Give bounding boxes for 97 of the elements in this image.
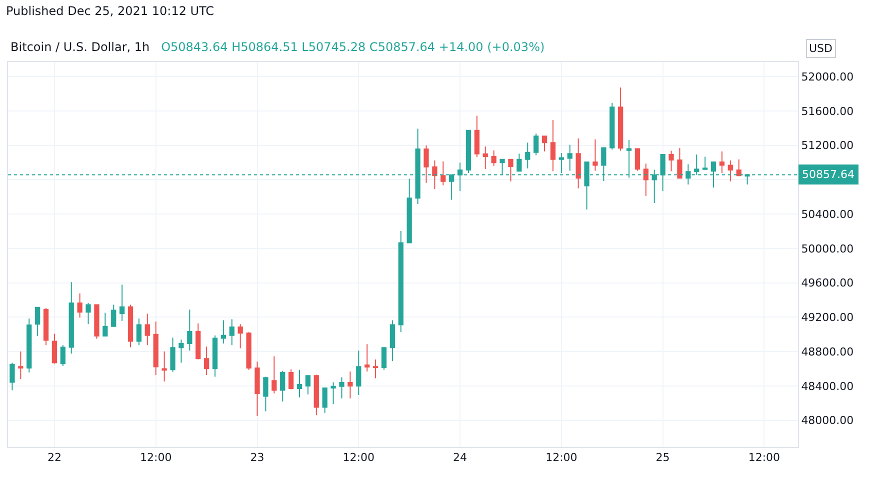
candlestick <box>212 334 218 378</box>
candlestick <box>196 322 201 360</box>
y-tick-label: 49200.00 <box>801 311 854 324</box>
chart-title: Bitcoin / U.S. Dollar, 1h <box>10 40 150 54</box>
candlestick <box>474 115 480 158</box>
candlestick <box>26 318 32 373</box>
x-tick-label: 12:00 <box>748 451 780 464</box>
candlestick <box>94 304 100 340</box>
candlestick <box>339 376 344 399</box>
candlestick <box>86 302 91 325</box>
candlestick <box>491 150 496 166</box>
candlestick <box>364 344 370 372</box>
candlestick <box>348 370 353 399</box>
candlestick <box>68 282 74 354</box>
candlestick <box>466 130 472 174</box>
candlestick <box>136 318 142 346</box>
candlestick <box>592 138 598 172</box>
candlestick <box>280 370 286 402</box>
candlestick <box>220 320 226 344</box>
y-tick-label: 48800.00 <box>801 345 854 358</box>
candlestick <box>736 158 742 177</box>
candlestick <box>432 160 438 190</box>
candlestick <box>162 351 167 382</box>
candlestick <box>634 148 640 172</box>
x-tick-label: 24 <box>453 451 468 464</box>
x-tick-label: 12:00 <box>140 451 172 464</box>
candlestick <box>381 347 387 370</box>
candlestick <box>330 382 336 405</box>
y-tick-label: 51200.00 <box>801 139 854 152</box>
candlestick <box>618 86 624 152</box>
candlestick <box>534 133 539 156</box>
candlestick <box>43 307 49 346</box>
candlestick <box>187 309 192 352</box>
candlestick <box>576 138 581 189</box>
chart-subtitle: O50843.64 H50864.51 L50745.28 C50857.64 +14.00 (+0.03%) <box>161 40 545 54</box>
y-tick-label: 52000.00 <box>801 70 854 84</box>
candlestick <box>372 359 378 379</box>
candlestick <box>356 350 362 396</box>
candlestick <box>440 160 446 186</box>
candlestick <box>314 374 319 416</box>
candlestick <box>508 158 514 182</box>
candlestick <box>525 142 530 169</box>
candlestick <box>424 144 429 184</box>
candlestick <box>77 292 82 318</box>
candlestick <box>170 337 176 372</box>
candlestick <box>246 332 252 370</box>
y-tick-label: 50400.00 <box>801 208 854 221</box>
candlestick <box>305 375 311 395</box>
candlestick <box>516 153 522 172</box>
candlestick <box>10 362 15 391</box>
candlestick <box>719 150 725 174</box>
ref-line-label: 50857.64 <box>802 168 854 181</box>
candlestick <box>550 120 556 172</box>
candlestick <box>728 160 733 182</box>
text: Published Dec 25, 2021 10:12 UTC <box>6 4 214 18</box>
candlestick <box>229 318 234 346</box>
candlestick <box>111 304 116 327</box>
candlestick <box>35 306 40 336</box>
x-tick-label: 12:00 <box>546 451 578 464</box>
candlestick <box>238 324 243 349</box>
y-tick-label: 49600.00 <box>801 276 854 290</box>
candlestick <box>204 346 210 376</box>
candlestick <box>60 344 66 366</box>
candlestick <box>153 320 158 376</box>
candlestick <box>668 150 674 172</box>
candlestick <box>677 148 682 179</box>
candlestick <box>288 368 294 390</box>
candlestick <box>406 178 412 244</box>
candlestick <box>263 376 268 412</box>
candlestick <box>119 284 125 322</box>
y-tick-label: 48000.00 <box>801 414 854 428</box>
y-tick-label: 48400.00 <box>801 380 854 393</box>
candlestick <box>18 351 24 380</box>
candlestick <box>390 320 396 362</box>
x-tick-label: 22 <box>47 451 62 464</box>
candlestick <box>144 313 150 346</box>
candlestick <box>296 369 302 398</box>
candlestick <box>542 136 548 152</box>
candlestick <box>610 102 615 150</box>
candlestick <box>567 144 572 172</box>
candlestick <box>398 230 404 333</box>
text: USD <box>809 42 833 55</box>
candlestick <box>702 156 708 170</box>
candlestick <box>322 387 328 414</box>
x-tick-label: 12:00 <box>342 451 374 464</box>
x-tick-label: 25 <box>656 451 670 464</box>
candlestick <box>254 361 260 417</box>
candlestick <box>52 333 58 364</box>
x-tick-label: 23 <box>250 451 264 464</box>
candlestick <box>272 356 277 394</box>
candlestick <box>128 304 134 348</box>
candlestick <box>178 339 184 364</box>
y-tick-label: 51600.00 <box>801 104 854 118</box>
candlestick <box>482 146 488 170</box>
candlestick <box>102 312 108 337</box>
y-tick-label: 50000.00 <box>801 242 854 256</box>
candlestick <box>643 163 648 196</box>
